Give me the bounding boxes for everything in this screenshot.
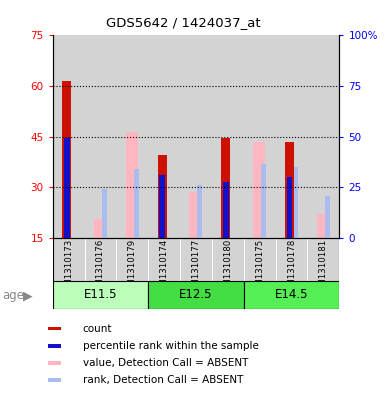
Bar: [197, 185, 202, 238]
Bar: [85, 238, 116, 281]
Bar: [53, 238, 85, 281]
Bar: [276, 238, 307, 281]
Bar: [133, 169, 138, 238]
Bar: [317, 214, 329, 238]
Bar: [189, 192, 201, 238]
Bar: [64, 138, 69, 238]
Bar: [48, 361, 61, 365]
Text: GSM1310174: GSM1310174: [160, 239, 168, 298]
Bar: [180, 238, 212, 281]
Text: E14.5: E14.5: [275, 288, 308, 301]
Text: count: count: [83, 323, 112, 334]
Text: GSM1310181: GSM1310181: [319, 239, 328, 298]
Bar: [53, 35, 85, 238]
Bar: [244, 35, 276, 238]
Text: GSM1310176: GSM1310176: [96, 239, 105, 298]
Bar: [48, 378, 61, 382]
Bar: [160, 175, 165, 238]
Bar: [62, 81, 71, 238]
Text: GDS5642 / 1424037_at: GDS5642 / 1424037_at: [106, 17, 261, 29]
Bar: [116, 35, 148, 238]
Text: E11.5: E11.5: [84, 288, 117, 301]
Text: E12.5: E12.5: [179, 288, 213, 301]
Bar: [285, 141, 294, 238]
Bar: [48, 327, 61, 331]
Text: GSM1310177: GSM1310177: [191, 239, 200, 298]
Text: value, Detection Call = ABSENT: value, Detection Call = ABSENT: [83, 358, 248, 368]
Bar: [53, 281, 148, 309]
Text: GSM1310173: GSM1310173: [64, 239, 73, 298]
Text: GSM1310175: GSM1310175: [255, 239, 264, 298]
Text: GSM1310179: GSM1310179: [128, 239, 137, 297]
Bar: [102, 189, 107, 238]
Bar: [126, 132, 138, 238]
Text: rank, Detection Call = ABSENT: rank, Detection Call = ABSENT: [83, 375, 243, 385]
Bar: [253, 141, 265, 238]
Bar: [223, 182, 229, 238]
Bar: [212, 238, 244, 281]
Bar: [212, 35, 244, 238]
Bar: [116, 238, 148, 281]
Text: percentile rank within the sample: percentile rank within the sample: [83, 341, 259, 351]
Bar: [48, 344, 61, 348]
Text: GSM1310178: GSM1310178: [287, 239, 296, 298]
Bar: [293, 167, 298, 238]
Text: age: age: [2, 289, 24, 303]
Bar: [148, 35, 180, 238]
Bar: [276, 35, 307, 238]
Bar: [287, 177, 292, 238]
Text: GSM1310180: GSM1310180: [223, 239, 232, 298]
Bar: [307, 238, 339, 281]
Bar: [244, 281, 339, 309]
Bar: [324, 196, 330, 238]
Bar: [222, 138, 230, 238]
Bar: [261, 163, 266, 238]
Bar: [85, 35, 116, 238]
Bar: [158, 155, 167, 238]
Bar: [94, 219, 106, 238]
Bar: [180, 35, 212, 238]
Bar: [307, 35, 339, 238]
Bar: [244, 238, 276, 281]
Bar: [148, 281, 244, 309]
Text: ▶: ▶: [23, 289, 32, 303]
Bar: [148, 238, 180, 281]
